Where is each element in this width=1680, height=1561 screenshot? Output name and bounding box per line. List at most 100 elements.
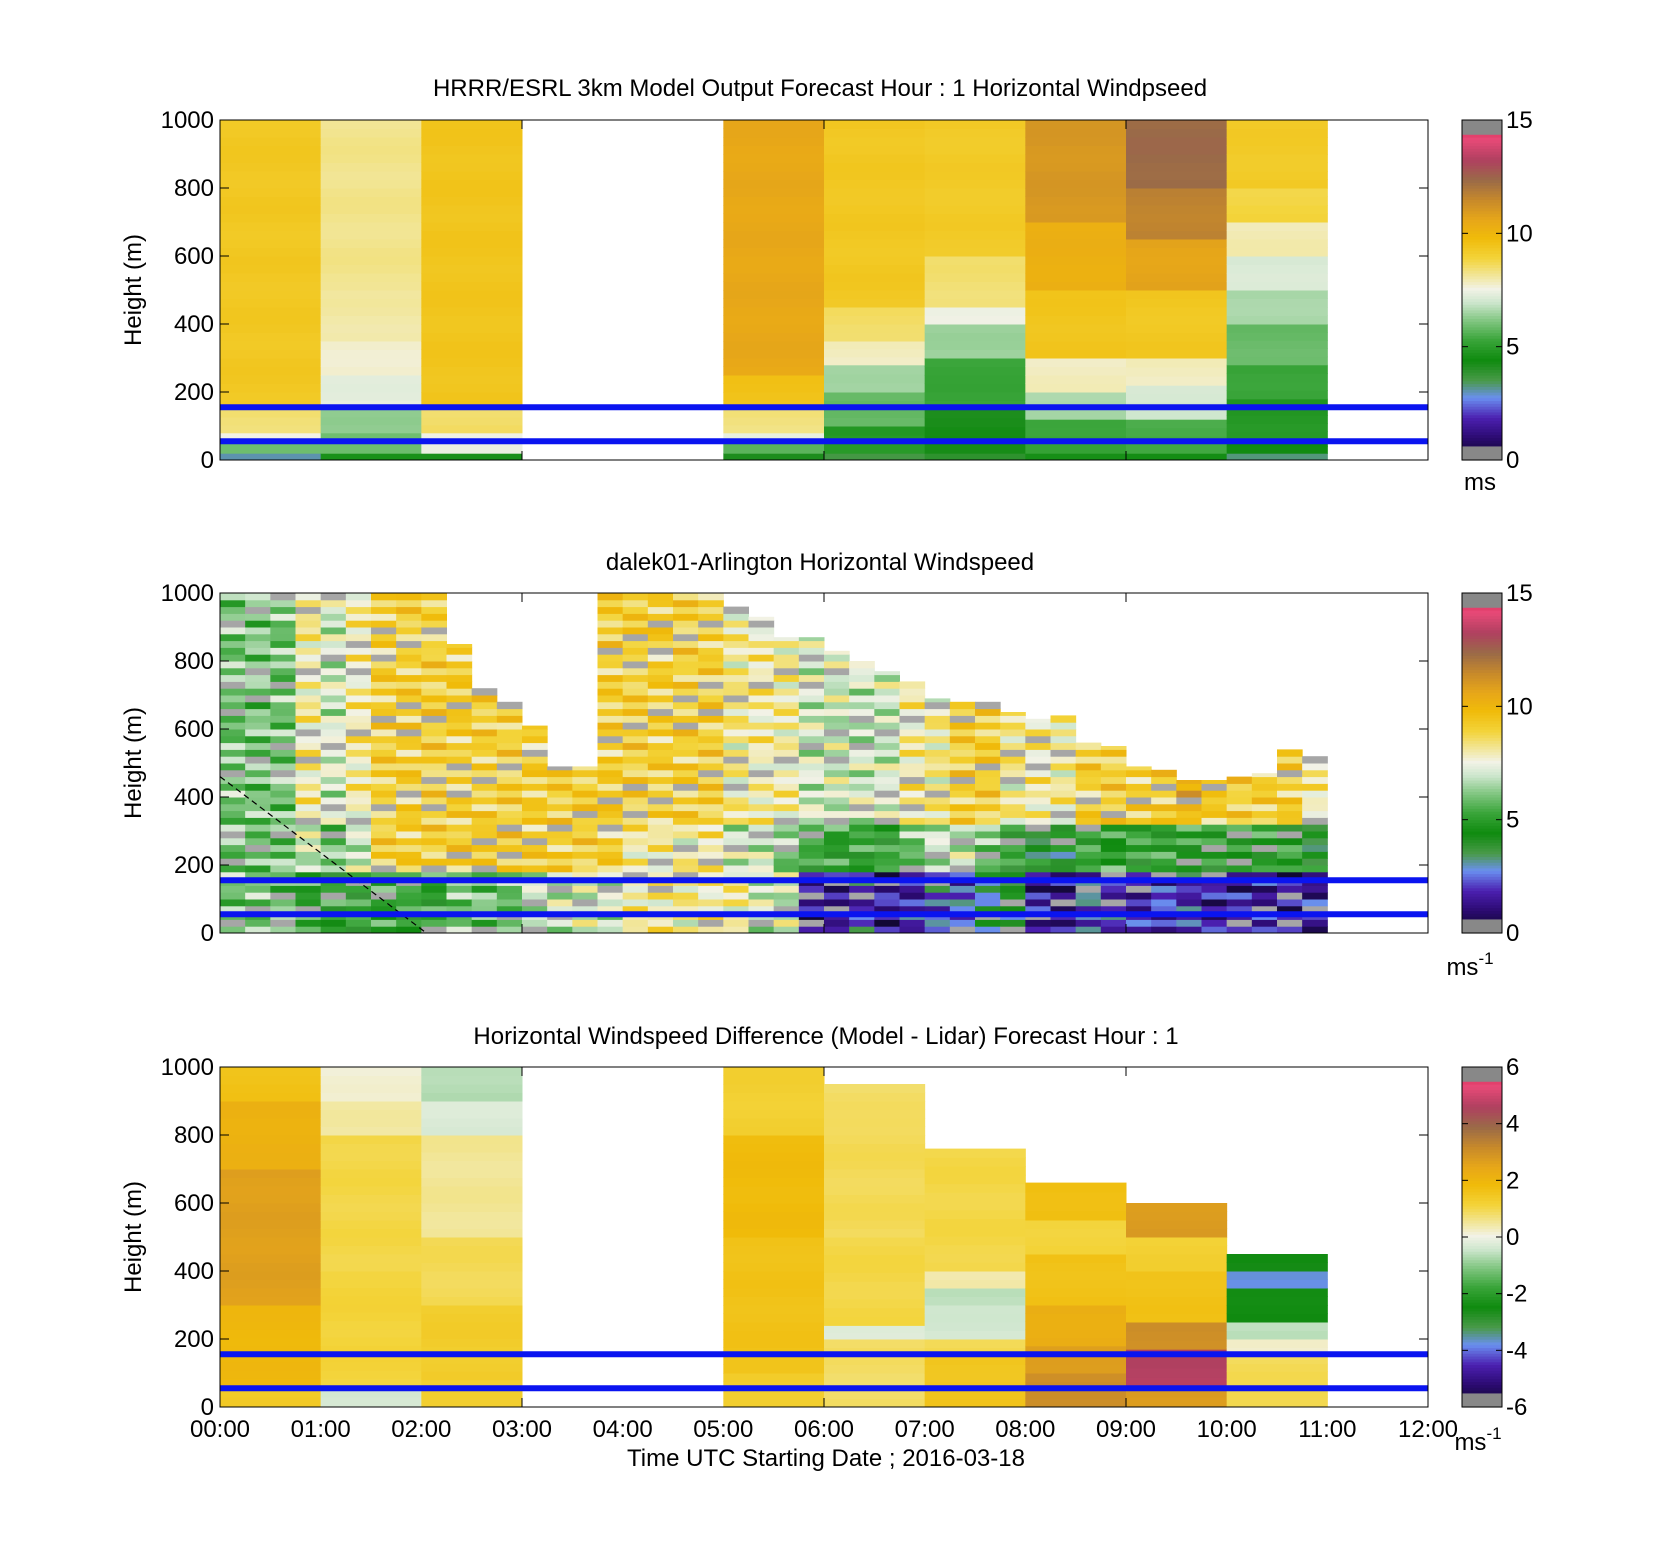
colorbar-swatch: [1462, 380, 1502, 385]
heatmap-cell: [824, 290, 926, 299]
heatmap-cell: [396, 688, 422, 696]
heatmap-cell: [798, 640, 825, 648]
heatmap-cell: [421, 1354, 523, 1364]
heatmap-cell: [1050, 749, 1077, 757]
heatmap-cell: [824, 281, 926, 291]
panel-difference-colorbar-unit: ms-1: [1454, 1424, 1501, 1456]
heatmap-cell: [1050, 919, 1077, 927]
heatmap-cell: [1000, 919, 1026, 927]
heatmap-cell: [924, 790, 951, 798]
heatmap-cell: [798, 919, 825, 927]
heatmap-cell: [1151, 844, 1177, 852]
heatmap-cell: [1100, 790, 1127, 798]
heatmap-cell: [421, 742, 447, 750]
heatmap-cell: [723, 899, 749, 907]
colorbar-swatch: [1462, 610, 1502, 614]
heatmap-cell: [471, 701, 498, 710]
heatmap-cell: [371, 620, 397, 628]
heatmap-cell: [572, 871, 598, 880]
colorbar-swatch: [1462, 924, 1502, 928]
heatmap-cell: [220, 776, 246, 784]
heatmap-cell: [949, 905, 976, 914]
heatmap-cell: [899, 681, 926, 689]
heatmap-cell: [723, 620, 749, 628]
heatmap-cell: [320, 797, 347, 805]
heatmap-cell: [371, 695, 397, 703]
heatmap-cell: [320, 1345, 422, 1355]
heatmap-cell: [748, 742, 775, 750]
heatmap-cell: [1226, 1371, 1328, 1380]
colorbar-swatch: [1462, 1299, 1502, 1303]
heatmap-cell: [220, 742, 246, 750]
heatmap-cell: [371, 701, 397, 710]
heatmap-cell: [824, 681, 850, 689]
heatmap-cell: [798, 735, 825, 744]
colorbar-swatch: [1462, 1126, 1502, 1130]
ytick-label: 200: [174, 1326, 214, 1353]
colorbar-swatch: [1462, 1364, 1502, 1368]
heatmap-cell: [396, 831, 422, 839]
heatmap-cell: [622, 871, 649, 880]
heatmap-cell: [824, 763, 850, 771]
heatmap-cell: [371, 708, 397, 716]
heatmap-cell: [371, 844, 397, 852]
heatmap-cell: [1126, 824, 1152, 832]
heatmap-cell: [773, 769, 800, 778]
heatmap-cell: [421, 831, 447, 839]
colorbar-swatch: [1462, 1086, 1502, 1091]
heatmap-cell: [220, 213, 322, 223]
heatmap-cell: [245, 844, 271, 852]
heatmap-cell: [496, 763, 523, 771]
heatmap-cell: [1075, 885, 1102, 893]
heatmap-cell: [874, 783, 900, 791]
heatmap-cell: [1277, 817, 1303, 825]
heatmap-cell: [396, 654, 422, 662]
heatmap-cell: [320, 1118, 422, 1127]
heatmap-cell: [471, 742, 498, 750]
heatmap-cell: [824, 230, 926, 240]
heatmap-cell: [597, 797, 624, 805]
heatmap-cell: [824, 213, 926, 223]
heatmap-cell: [1251, 851, 1278, 859]
heatmap-cell: [622, 729, 649, 737]
heatmap-cell: [874, 776, 900, 784]
heatmap-cell: [345, 593, 372, 601]
heatmap-cell: [421, 735, 447, 744]
heatmap-cell: [1025, 865, 1051, 873]
heatmap-cell: [723, 349, 825, 359]
heatmap-cell: [975, 729, 1001, 737]
xtick-label: 12:00: [1398, 1416, 1458, 1443]
heatmap-cell: [320, 349, 422, 359]
colorbar-swatch: [1462, 723, 1502, 727]
heatmap-cell: [824, 171, 926, 180]
heatmap-cell: [798, 926, 825, 934]
heatmap-cell: [345, 824, 372, 832]
heatmap-cell: [295, 647, 322, 655]
colorbar-tick-label: 15: [1506, 107, 1533, 134]
colorbar-swatch: [1462, 899, 1502, 903]
heatmap-cell: [748, 919, 775, 927]
heatmap-cell: [773, 640, 800, 648]
heatmap-cell: [597, 851, 624, 859]
heatmap-cell: [673, 742, 699, 750]
heatmap-cell: [1201, 837, 1228, 846]
panel-difference-ylabel: Height (m): [120, 1181, 147, 1293]
colorbar-swatch: [1462, 675, 1502, 679]
heatmap-cell: [1126, 803, 1152, 812]
heatmap-cell: [446, 749, 473, 757]
heatmap-cell: [975, 797, 1001, 805]
heatmap-cell: [245, 735, 271, 744]
heatmap-cell: [547, 858, 573, 866]
heatmap-cell: [1126, 349, 1228, 359]
heatmap-cell: [1100, 905, 1127, 914]
heatmap-cell: [1025, 1363, 1127, 1374]
heatmap-cell: [924, 1398, 1026, 1408]
colorbar-tick-label: 5: [1506, 807, 1519, 834]
heatmap-cell: [874, 837, 900, 846]
heatmap-cell: [320, 1228, 422, 1238]
heatmap-cell: [320, 831, 347, 839]
heatmap-cell: [1226, 797, 1253, 805]
colorbar-swatch: [1462, 292, 1502, 297]
heatmap-cell: [1025, 315, 1127, 325]
heatmap-cell: [748, 674, 775, 682]
